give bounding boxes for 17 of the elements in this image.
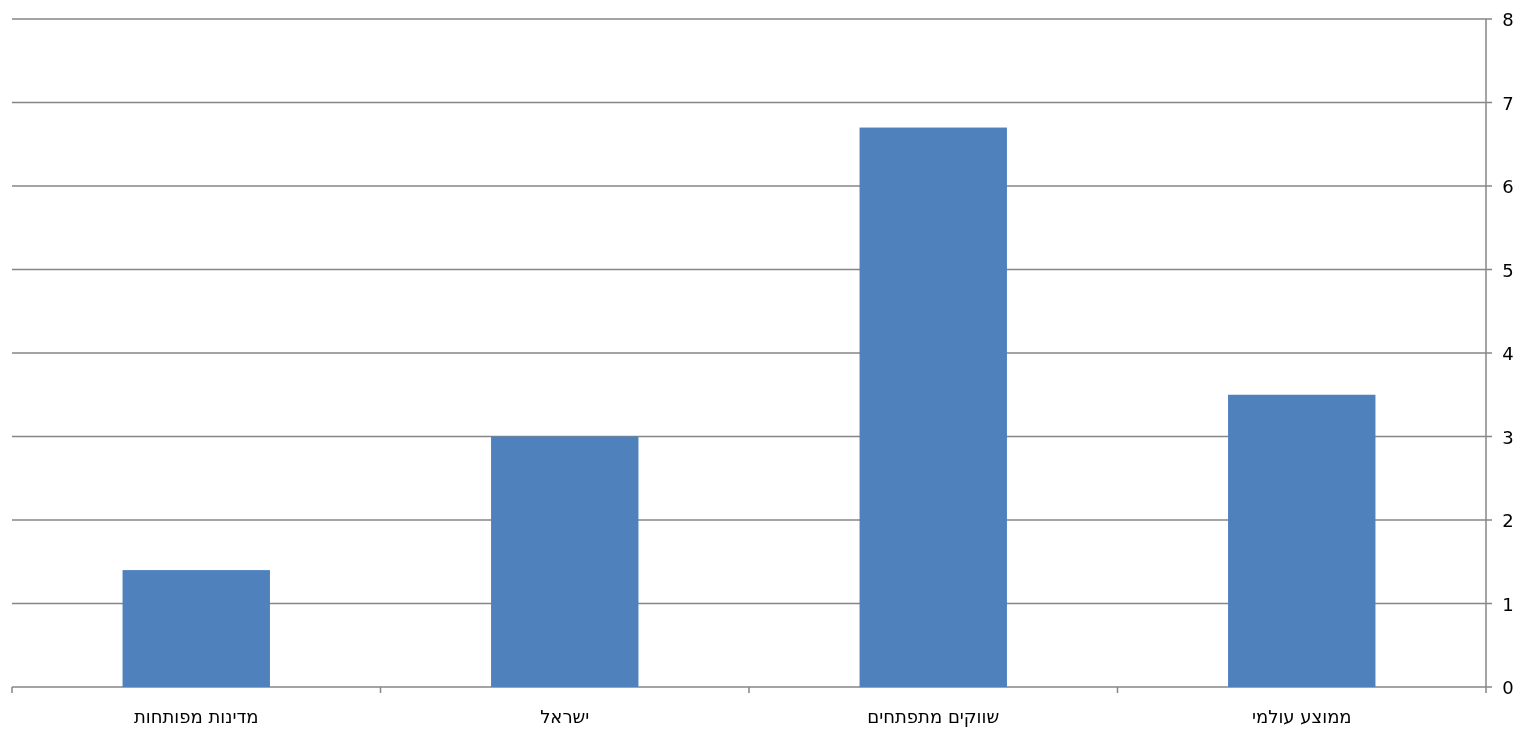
- y-tick-label: 3: [1502, 426, 1514, 448]
- x-tick-label: ישראל: [540, 706, 590, 727]
- y-tick-label: 5: [1502, 259, 1514, 281]
- x-tick-label: שווקים מתפתחים: [867, 706, 1000, 727]
- y-tick-label: 8: [1502, 9, 1514, 30]
- y-tick-label: 1: [1502, 593, 1514, 615]
- bar: [1228, 394, 1376, 687]
- y-tick-label: 6: [1502, 176, 1514, 197]
- bar: [859, 127, 1007, 687]
- y-tick-label: 0: [1502, 677, 1514, 698]
- x-tick-label: ממוצע עולמי: [1251, 706, 1352, 727]
- y-tick-label: 7: [1502, 92, 1514, 114]
- y-tick-label: 2: [1502, 510, 1514, 531]
- bar: [122, 570, 270, 687]
- x-tick-label: מדינות מפותחות: [134, 706, 259, 727]
- bar: [491, 436, 639, 687]
- y-tick-label: 4: [1502, 343, 1514, 364]
